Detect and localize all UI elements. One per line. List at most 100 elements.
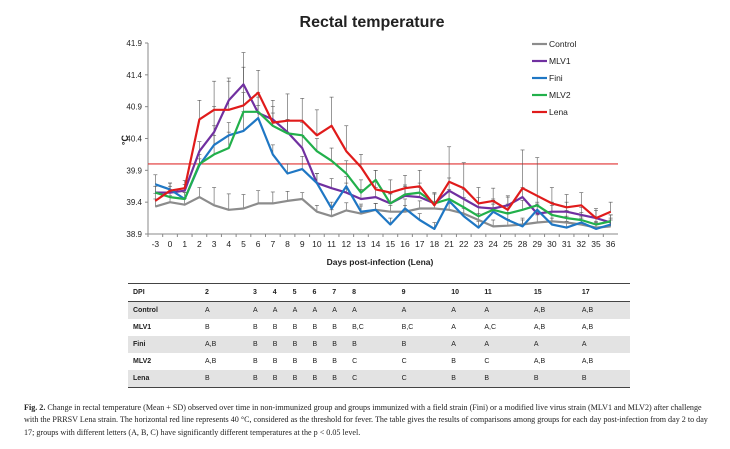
table-cell: B: [484, 370, 534, 388]
series-line-mlv1: [155, 83, 612, 224]
x-tick-label: 28: [518, 239, 528, 249]
axes: 38.939.439.940.440.941.441.9-3 0 1 2 3 4 5 6 7 8 9…: [126, 39, 618, 249]
x-tick-label: 16: [400, 239, 410, 249]
x-tick-label: 10: [312, 239, 322, 249]
table-cell: B: [312, 370, 333, 388]
table-cell: B: [205, 324, 210, 331]
legend-label-mlv1: MLV1: [549, 56, 571, 66]
caption-text: Change in rectal temperature (Mean + SD)…: [24, 403, 708, 437]
table-cell: C: [352, 358, 358, 365]
table-cell: B: [312, 324, 318, 331]
table-group-name: Control: [128, 301, 205, 319]
table-header-row: DPI 2 3 4 5 6 7 8 9 10 11 15 17: [128, 283, 630, 302]
y-tick-label: 39.9: [126, 166, 142, 175]
table-cell: A: [272, 301, 293, 319]
table-header-day: 5: [292, 283, 313, 302]
x-tick-label: 0: [168, 239, 173, 249]
x-tick-label: 25: [503, 239, 513, 249]
x-tick-label: 23: [474, 239, 484, 249]
table-cell: B: [312, 336, 333, 353]
legend-label-control: Control: [549, 39, 577, 49]
table-cell: A: [292, 301, 313, 319]
table-cell: A,B: [581, 301, 630, 319]
y-tick-label: 39.4: [126, 198, 142, 207]
chart-title: Rectal temperature: [300, 14, 445, 31]
table-row: MLV2 A,B B B B B B C C B C A,B A,B: [128, 353, 630, 370]
table-cell: A: [252, 301, 273, 319]
x-tick-label: 7: [270, 239, 275, 249]
table-cell: C: [352, 370, 402, 388]
table-cell: A: [451, 336, 485, 353]
table-cell: A,B: [205, 336, 253, 353]
table-cell: A,B: [533, 358, 546, 365]
legend: Control MLV1 Fini MLV2 Lena: [532, 39, 577, 117]
table-cell: B: [332, 324, 337, 331]
y-tick-label: 41.9: [126, 39, 142, 48]
x-tick-label: 9: [300, 239, 305, 249]
table-cell: B: [292, 370, 313, 388]
table-group-name: Lena: [128, 370, 205, 388]
x-tick-label: 11: [327, 239, 336, 249]
table-cell: A: [312, 301, 333, 319]
table-cell: B: [252, 370, 273, 388]
table-row: Lena B B B B B B C C B B B B: [128, 370, 630, 388]
table-row: Fini A,B B B B B B B B A A A A: [128, 336, 630, 353]
table-cell: A: [352, 301, 402, 319]
table-body: Control A A A A A A A A A A A,B A,B MLV1 B B B B B B B,C B,C A…: [128, 301, 630, 388]
error-bars: [153, 52, 613, 229]
x-tick-label: 30: [547, 239, 557, 249]
table-cell: C: [484, 358, 490, 365]
x-tick-label: 32: [577, 239, 587, 249]
x-tick-label: 2: [197, 239, 202, 249]
table-header-day: 15: [533, 283, 582, 302]
x-tick-label: 21: [444, 239, 454, 249]
table-cell: A: [332, 301, 353, 319]
series-line-lena: [154, 91, 612, 220]
series-line-fini: [154, 116, 612, 230]
table-cell: B: [252, 358, 258, 365]
table-cell: B: [272, 358, 278, 365]
table-row: Control A A A A A A A A A A A,B A,B: [128, 301, 630, 319]
table-cell: B: [332, 358, 337, 365]
table-cell: B: [292, 358, 298, 365]
x-tick-label: 6: [256, 239, 261, 249]
x-tick-label: 3: [212, 239, 217, 249]
x-tick-label: 35: [591, 239, 601, 249]
table-cell: B: [451, 358, 456, 365]
x-tick-label: 24: [488, 239, 498, 249]
x-tick-label: 1: [182, 239, 187, 249]
table-cell: A: [451, 301, 485, 319]
x-tick-label: 8: [285, 239, 290, 249]
table-cell: B: [581, 370, 630, 388]
table-cell: A,B: [533, 301, 582, 319]
table-cell: A,B: [581, 358, 594, 365]
table-cell: B: [292, 324, 298, 331]
table-header-day: 9: [401, 283, 452, 302]
y-axis-label: °C: [120, 134, 130, 145]
table-cell: A,C: [484, 324, 497, 331]
caption-label: Fig. 2.: [24, 403, 46, 412]
table-cell: B: [272, 336, 293, 353]
y-tick-label: 41.4: [126, 71, 142, 80]
table-cell: A: [401, 301, 452, 319]
x-tick-label: 4: [226, 239, 231, 249]
table-cell: B: [451, 370, 485, 388]
table-cell: A: [484, 336, 534, 353]
table-cell: B: [272, 370, 293, 388]
legend-label-fini: Fini: [549, 73, 563, 83]
table-cell: C: [401, 358, 407, 365]
figure-caption: Fig. 2. Change in rectal temperature (Me…: [24, 402, 714, 439]
table-header-day: 17: [581, 283, 630, 302]
x-tick-label: 31: [562, 239, 572, 249]
table-cell: A,B: [205, 358, 217, 365]
table-header-day: 7: [332, 283, 353, 302]
table-cell: A: [484, 301, 534, 319]
x-axis-label: Days post-infection (Lena): [327, 257, 434, 267]
table-header-day: 6: [312, 283, 333, 302]
table-cell: A: [581, 336, 630, 353]
x-tick-label: 13: [356, 239, 366, 249]
table-cell: B: [252, 336, 273, 353]
rectal-temperature-chart: Rectal temperature °C Days post-infectio…: [120, 14, 618, 267]
table-group-name: Fini: [128, 336, 205, 353]
table-header-day: 2: [205, 283, 253, 302]
